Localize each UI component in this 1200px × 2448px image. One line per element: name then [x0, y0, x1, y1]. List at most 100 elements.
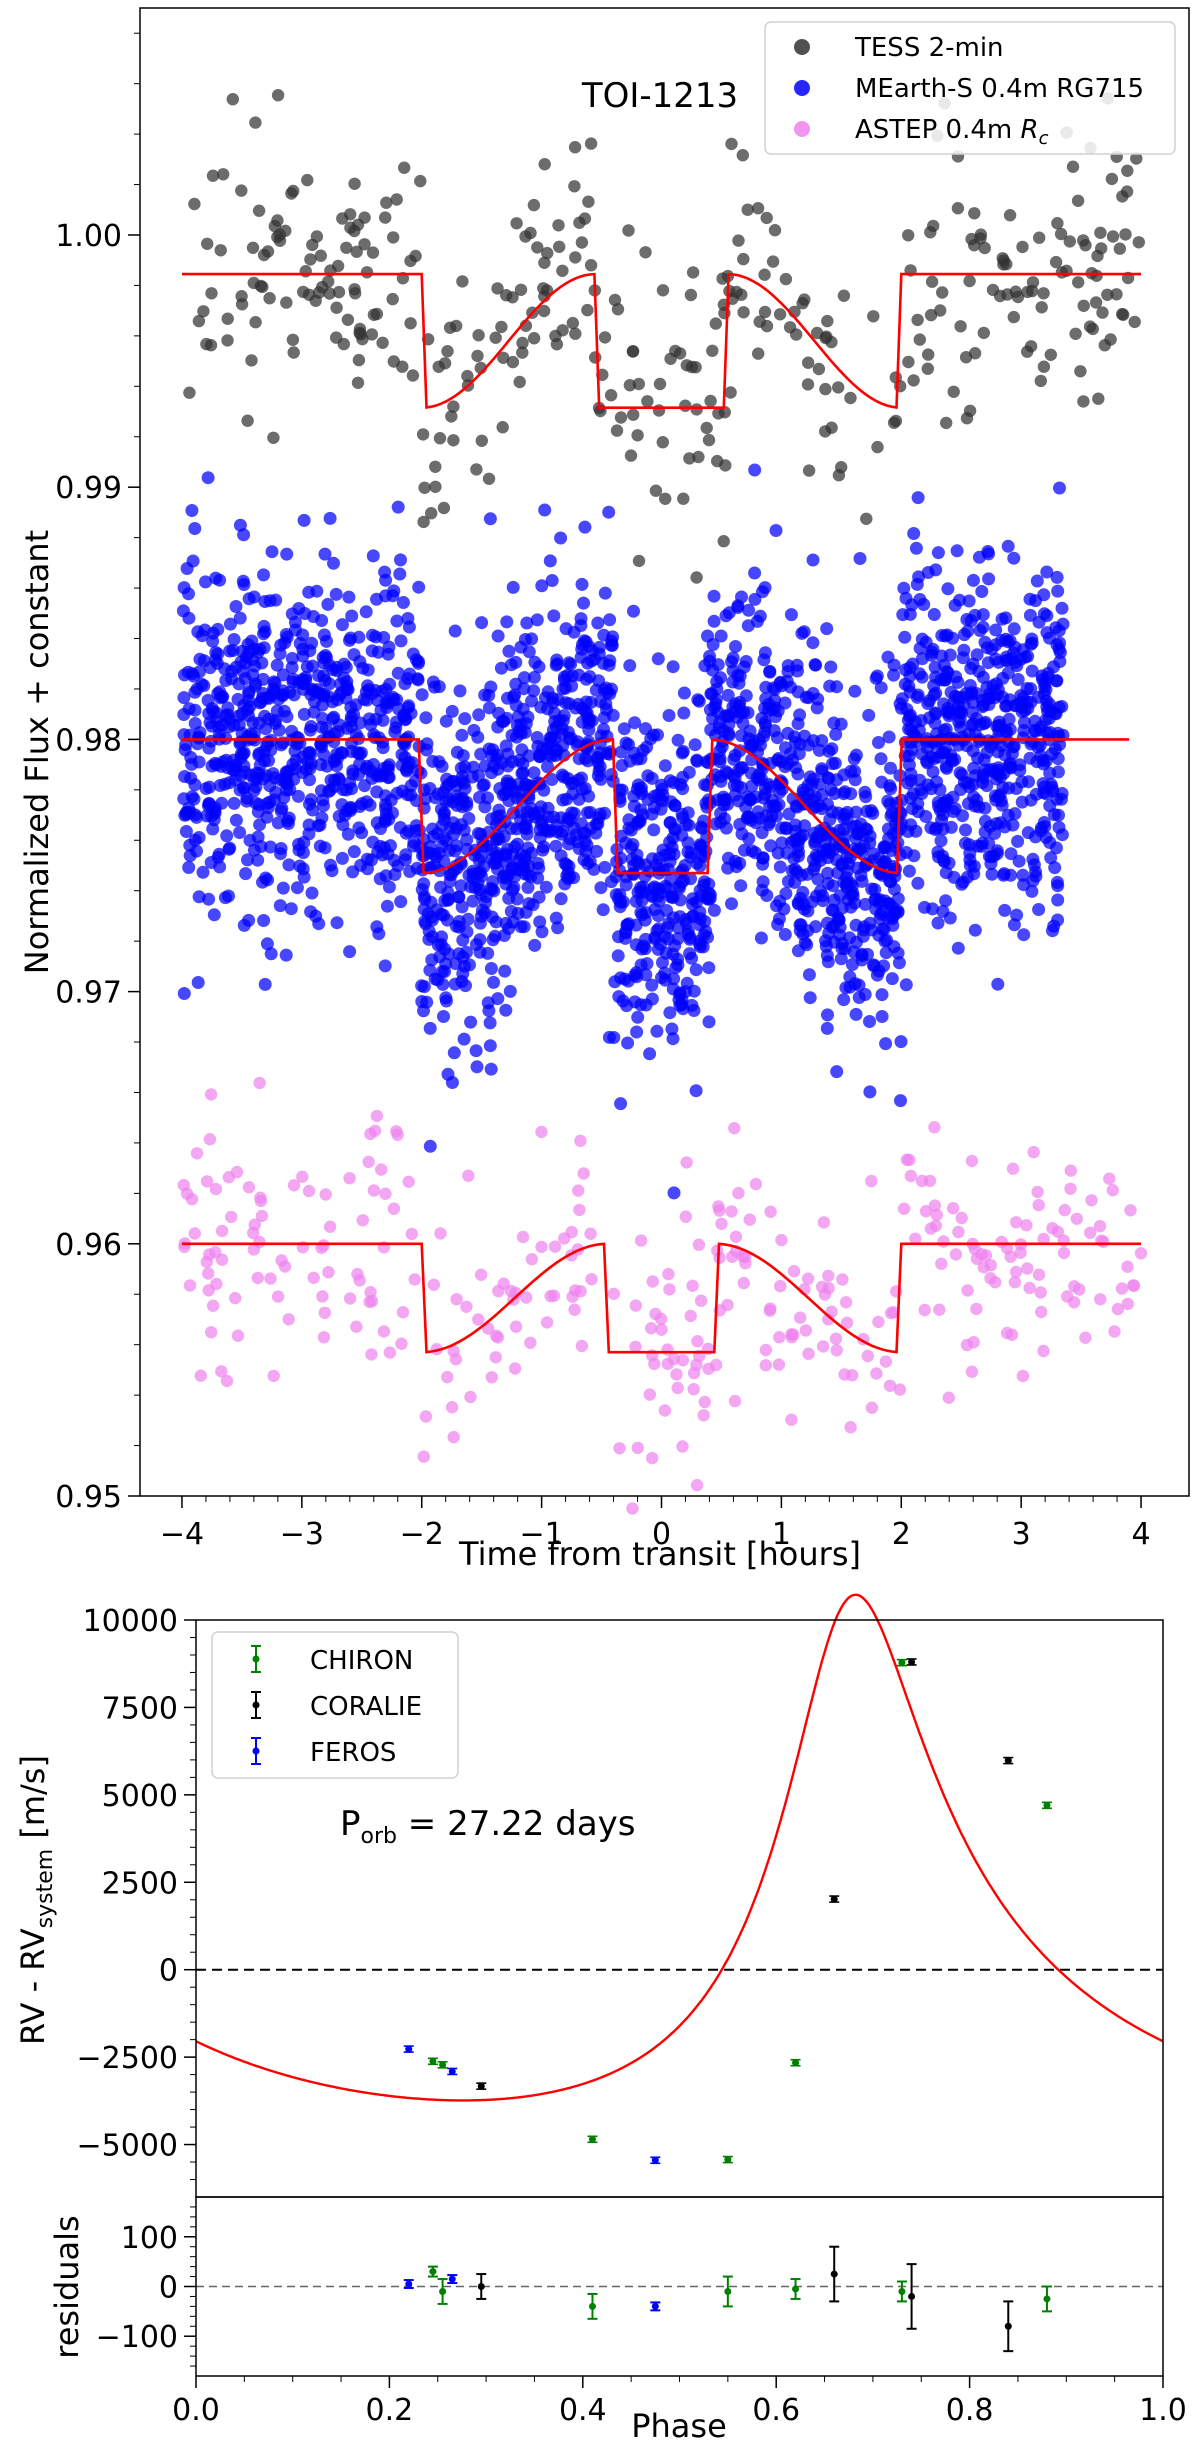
transit-point-mearth-s [734, 729, 748, 743]
transit-point-mearth-s [372, 767, 386, 781]
transit-point-mearth-s [280, 630, 294, 644]
transit-point-mearth-s [539, 880, 553, 894]
transit-data-points [176, 89, 1148, 1515]
transit-point-tess [433, 432, 447, 445]
transit-point-mearth-s [449, 789, 463, 803]
transit-point-tess [1069, 327, 1082, 340]
transit-point-tess [354, 328, 367, 341]
transit-point-mearth-s [1037, 588, 1051, 602]
transit-point-tess [379, 211, 392, 224]
residuals-y-tick-label: 100 [121, 2221, 178, 2256]
transit-point-mearth-s [447, 1046, 461, 1060]
transit-point-tess [348, 177, 361, 190]
transit-point-mearth-s [818, 835, 832, 849]
transit-point-mearth-s [308, 695, 321, 709]
transit-point-astep [763, 1304, 777, 1318]
transit-point-mearth-s [494, 661, 508, 675]
transit-point-mearth-s [1007, 622, 1021, 636]
transit-point-mearth-s [284, 902, 298, 916]
transit-point-mearth-s [702, 793, 716, 807]
transit-point-astep [960, 1338, 974, 1352]
transit-point-mearth-s [575, 638, 589, 652]
transit-point-mearth-s [990, 844, 1004, 858]
transit-point-mearth-s [1026, 852, 1040, 866]
transit-point-mearth-s [951, 941, 965, 955]
transit-point-mearth-s [632, 857, 646, 871]
transit-point-astep [209, 1182, 223, 1196]
transit-point-mearth-s [366, 628, 379, 642]
transit-point-astep [879, 1355, 893, 1368]
transit-point-astep [568, 1303, 581, 1316]
transit-point-mearth-s [306, 684, 320, 697]
residual-point-chiron [722, 2275, 733, 2308]
transit-point-tess [766, 255, 780, 268]
transit-point-tess [188, 197, 201, 211]
transit-point-mearth-s [922, 711, 936, 725]
transit-point-mearth-s [535, 925, 549, 939]
residual-point-chiron [427, 2265, 438, 2278]
transit-point-mearth-s [848, 773, 862, 787]
transit-point-mearth-s [802, 968, 816, 982]
transit-point-mearth-s [1053, 481, 1066, 495]
transit-point-astep [395, 1337, 408, 1350]
transit-point-tess [1037, 360, 1051, 373]
transit-point-astep [574, 1285, 587, 1298]
transit-point-mearth-s [1010, 908, 1024, 922]
transit-point-mearth-s [303, 762, 317, 776]
transit-point-tess [241, 414, 254, 427]
transit-point-mearth-s [435, 759, 449, 773]
transit-point-tess [622, 224, 635, 237]
transit-point-tess [997, 258, 1010, 271]
transit-point-mearth-s [938, 629, 952, 643]
transit-point-mearth-s [773, 676, 787, 690]
transit-point-mearth-s [681, 806, 695, 820]
transit-point-mearth-s [778, 696, 792, 710]
transit-point-tess [902, 355, 915, 369]
transit-point-mearth-s [1043, 631, 1056, 645]
residual-point-chiron [437, 2278, 448, 2305]
transit-point-mearth-s [878, 934, 892, 948]
transit-point-mearth-s [759, 680, 773, 694]
transit-point-mearth-s [845, 879, 859, 893]
transit-point-tess [751, 202, 765, 215]
transit-point-astep [817, 1216, 831, 1229]
transit-point-mearth-s [1000, 725, 1014, 739]
transit-point-tess [760, 211, 773, 225]
transit-point-mearth-s [502, 794, 516, 808]
transit-point-tess [425, 507, 438, 520]
transit-point-mearth-s [342, 590, 356, 604]
transit-point-mearth-s [474, 850, 488, 864]
transit-point-mearth-s [603, 654, 617, 668]
transit-point-mearth-s [564, 731, 578, 745]
transit-point-mearth-s [589, 826, 603, 840]
transit-point-tess [1098, 339, 1112, 352]
transit-point-mearth-s [304, 793, 318, 807]
transit-point-mearth-s [450, 745, 464, 759]
transit-point-mearth-s [884, 875, 898, 889]
transit-point-mearth-s [937, 724, 951, 738]
transit-point-mearth-s [376, 713, 390, 727]
transit-point-mearth-s [290, 881, 304, 895]
transit-point-mearth-s [1044, 851, 1058, 865]
transit-model-curves [182, 272, 1141, 1354]
transit-point-mearth-s [825, 742, 839, 756]
transit-point-tess [556, 264, 569, 277]
transit-point-tess [631, 429, 644, 442]
transit-point-mearth-s [853, 552, 867, 565]
transit-point-mearth-s [1036, 777, 1050, 791]
transit-point-mearth-s [574, 650, 588, 664]
transit-point-mearth-s [1049, 674, 1063, 688]
transit-point-mearth-s [897, 581, 911, 595]
transit-point-mearth-s [989, 623, 1003, 637]
transit-point-astep [1111, 1302, 1125, 1316]
transit-point-tess [867, 310, 880, 323]
transit-point-mearth-s [972, 665, 986, 678]
transit-point-mearth-s [729, 697, 743, 711]
transit-point-mearth-s [784, 747, 797, 761]
transit-point-mearth-s [382, 880, 396, 894]
transit-point-mearth-s [1029, 830, 1042, 844]
transit-point-astep [194, 1369, 207, 1382]
transit-point-mearth-s [1025, 636, 1039, 650]
transit-point-mearth-s [960, 739, 974, 753]
transit-point-mearth-s [477, 839, 490, 853]
